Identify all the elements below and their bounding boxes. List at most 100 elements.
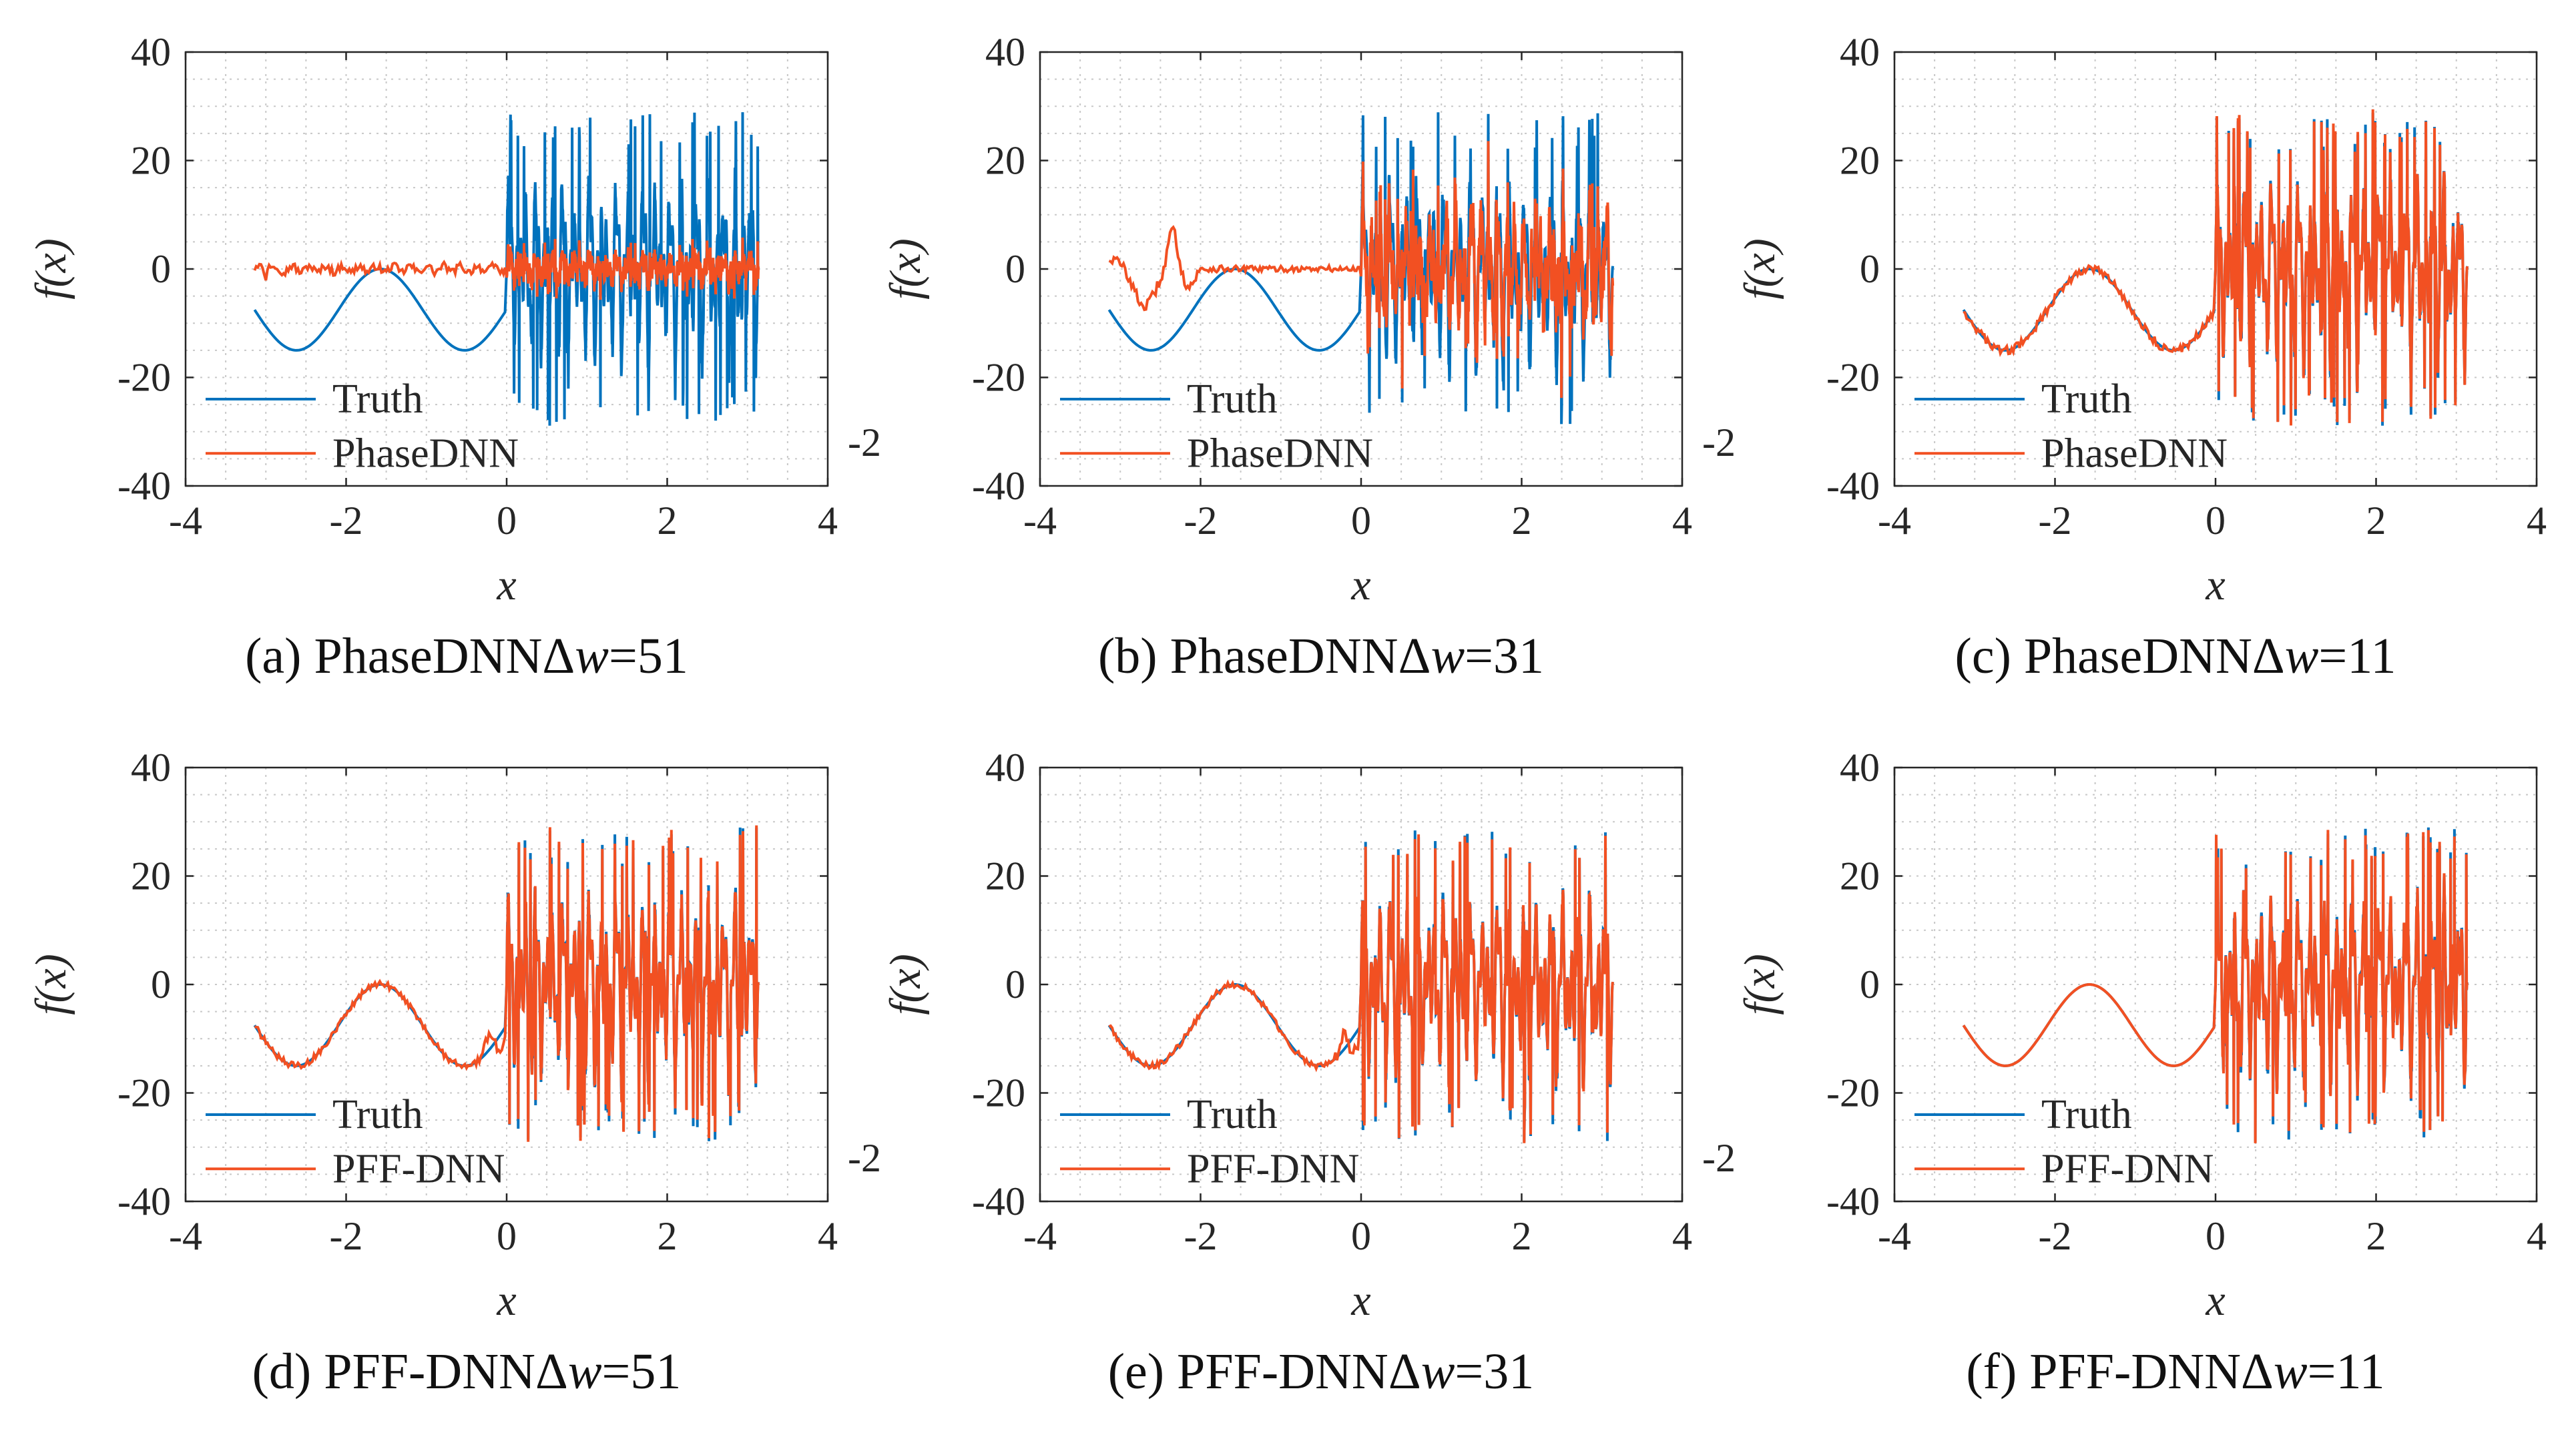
x-tick-label: -2 [330, 499, 363, 543]
legend: Truth PFF-DNN [206, 1092, 505, 1191]
series-model-line [1962, 830, 2469, 1143]
series-model-line [254, 825, 760, 1142]
caption-prefix: (e) PFF-DNNΔ [1108, 1344, 1421, 1400]
y-tick-label: -20 [972, 356, 1025, 400]
y-tick-label: 40 [1840, 30, 1880, 74]
y-axis-label: f(x) [1736, 238, 1784, 300]
y-tick-label: -20 [1826, 1071, 1880, 1115]
y-tick-label: 20 [131, 139, 171, 183]
x-tick-label: 0 [497, 1214, 517, 1258]
y-tick-label: -40 [117, 1179, 171, 1223]
x-tick-label: 2 [658, 499, 678, 543]
caption-prefix: (f) PFF-DNNΔ [1966, 1344, 2274, 1400]
stray-label: -2 [1702, 1136, 1736, 1180]
x-tick-label: 2 [658, 1214, 678, 1258]
x-tick-label: -4 [169, 1214, 202, 1258]
series-model-line [1108, 141, 1615, 398]
series-model-line [1963, 109, 2469, 426]
x-tick-label: 2 [1512, 499, 1532, 543]
x-tick-label: 0 [497, 499, 517, 543]
x-tick-label: -2 [330, 1214, 363, 1258]
y-tick-label: 0 [1860, 962, 1880, 1007]
legend: Truth PhaseDNN [1060, 376, 1373, 476]
legend-label-truth: Truth [2041, 376, 2132, 422]
y-tick-label: -40 [972, 1179, 1025, 1223]
y-tick-label: -20 [117, 1071, 171, 1115]
y-tick-label: -20 [117, 356, 171, 400]
y-tick-label: -40 [1826, 464, 1880, 508]
y-tick-label: -40 [972, 464, 1025, 508]
legend-label-model: PFF-DNN [2041, 1146, 2214, 1191]
y-tick-label: -20 [972, 1071, 1025, 1115]
y-tick-label: 40 [131, 746, 171, 790]
caption-variable: w [2285, 628, 2319, 684]
legend: Truth PhaseDNN [1914, 376, 2228, 476]
y-tick-label: 20 [1840, 139, 1880, 183]
y-axis-label: f(x) [27, 238, 75, 300]
x-tick-label: 2 [2366, 499, 2386, 543]
y-tick-label: 0 [151, 247, 171, 291]
x-tick-label: 0 [2206, 1214, 2226, 1258]
y-tick-label: 40 [1840, 746, 1880, 790]
x-axis-label: x [2205, 1276, 2225, 1325]
legend: Truth PhaseDNN [206, 376, 519, 476]
y-tick-label: 0 [151, 962, 171, 1007]
y-tick-label: 40 [131, 30, 171, 74]
x-axis-label: x [1350, 1276, 1370, 1325]
caption-prefix: (d) PFF-DNNΔ [252, 1344, 568, 1400]
caption-prefix: (c) PhaseDNNΔ [1955, 628, 2285, 684]
caption-variable: w [575, 628, 609, 684]
caption-prefix: (b) PhaseDNNΔ [1098, 628, 1431, 684]
y-tick-label: 20 [131, 854, 171, 898]
legend-label-model: PhaseDNN [1187, 430, 1373, 476]
caption-value: =31 [1465, 628, 1544, 684]
y-tick-label: 20 [985, 854, 1025, 898]
x-tick-label: -4 [1878, 1214, 1911, 1258]
x-tick-label: 0 [1351, 1214, 1371, 1258]
x-tick-label: 0 [1351, 499, 1371, 543]
x-tick-label: -2 [2039, 499, 2072, 543]
x-tick-label: -4 [169, 499, 202, 543]
y-tick-label: 0 [1860, 247, 1880, 291]
panel-c: -4 -2 0 2 4-40-2002040xf(x)TruthPhaseDNN(c) … [1736, 30, 2547, 684]
x-tick-label: 4 [818, 499, 838, 543]
x-tick-label: 4 [2527, 1214, 2547, 1258]
panel-caption: (d) PFF-DNNΔw=51 [252, 1344, 682, 1400]
y-tick-label: 40 [985, 746, 1025, 790]
y-tick-label: 40 [985, 30, 1025, 74]
caption-value: =51 [602, 1344, 682, 1400]
x-tick-label: -4 [1023, 499, 1057, 543]
x-tick-label: 4 [2527, 499, 2547, 543]
x-tick-label: 0 [2206, 499, 2226, 543]
x-tick-label: 2 [1512, 1214, 1532, 1258]
caption-value: =11 [2308, 1344, 2385, 1400]
legend-label-model: PhaseDNN [2041, 430, 2228, 476]
panel-caption: (f) PFF-DNNΔw=11 [1966, 1344, 2384, 1400]
y-axis-label: f(x) [881, 238, 930, 300]
x-tick-label: 4 [818, 1214, 838, 1258]
caption-prefix: (a) PhaseDNNΔ [245, 628, 575, 684]
stray-label: -2 [848, 1136, 881, 1180]
x-axis-label: x [2205, 561, 2225, 609]
legend-label-truth: Truth [1187, 1092, 1278, 1137]
caption-variable: w [2274, 1344, 2308, 1400]
legend: Truth PFF-DNN [1914, 1092, 2214, 1191]
x-axis-label: x [1350, 561, 1370, 609]
legend-label-model: PFF-DNN [332, 1146, 505, 1191]
panel-caption: (e) PFF-DNNΔw=31 [1108, 1344, 1535, 1400]
x-tick-label: -4 [1878, 499, 1911, 543]
caption-value: =51 [609, 628, 688, 684]
legend-label-truth: Truth [2041, 1092, 2132, 1137]
y-axis-label: f(x) [1736, 954, 1784, 1015]
y-axis-label: f(x) [27, 954, 75, 1015]
legend-label-model: PFF-DNN [1187, 1146, 1359, 1191]
legend-label-truth: Truth [1187, 376, 1278, 422]
x-tick-label: -4 [1023, 1214, 1057, 1258]
caption-variable: w [1421, 1344, 1455, 1400]
y-tick-label: -20 [1826, 356, 1880, 400]
x-tick-label: -2 [1184, 499, 1218, 543]
